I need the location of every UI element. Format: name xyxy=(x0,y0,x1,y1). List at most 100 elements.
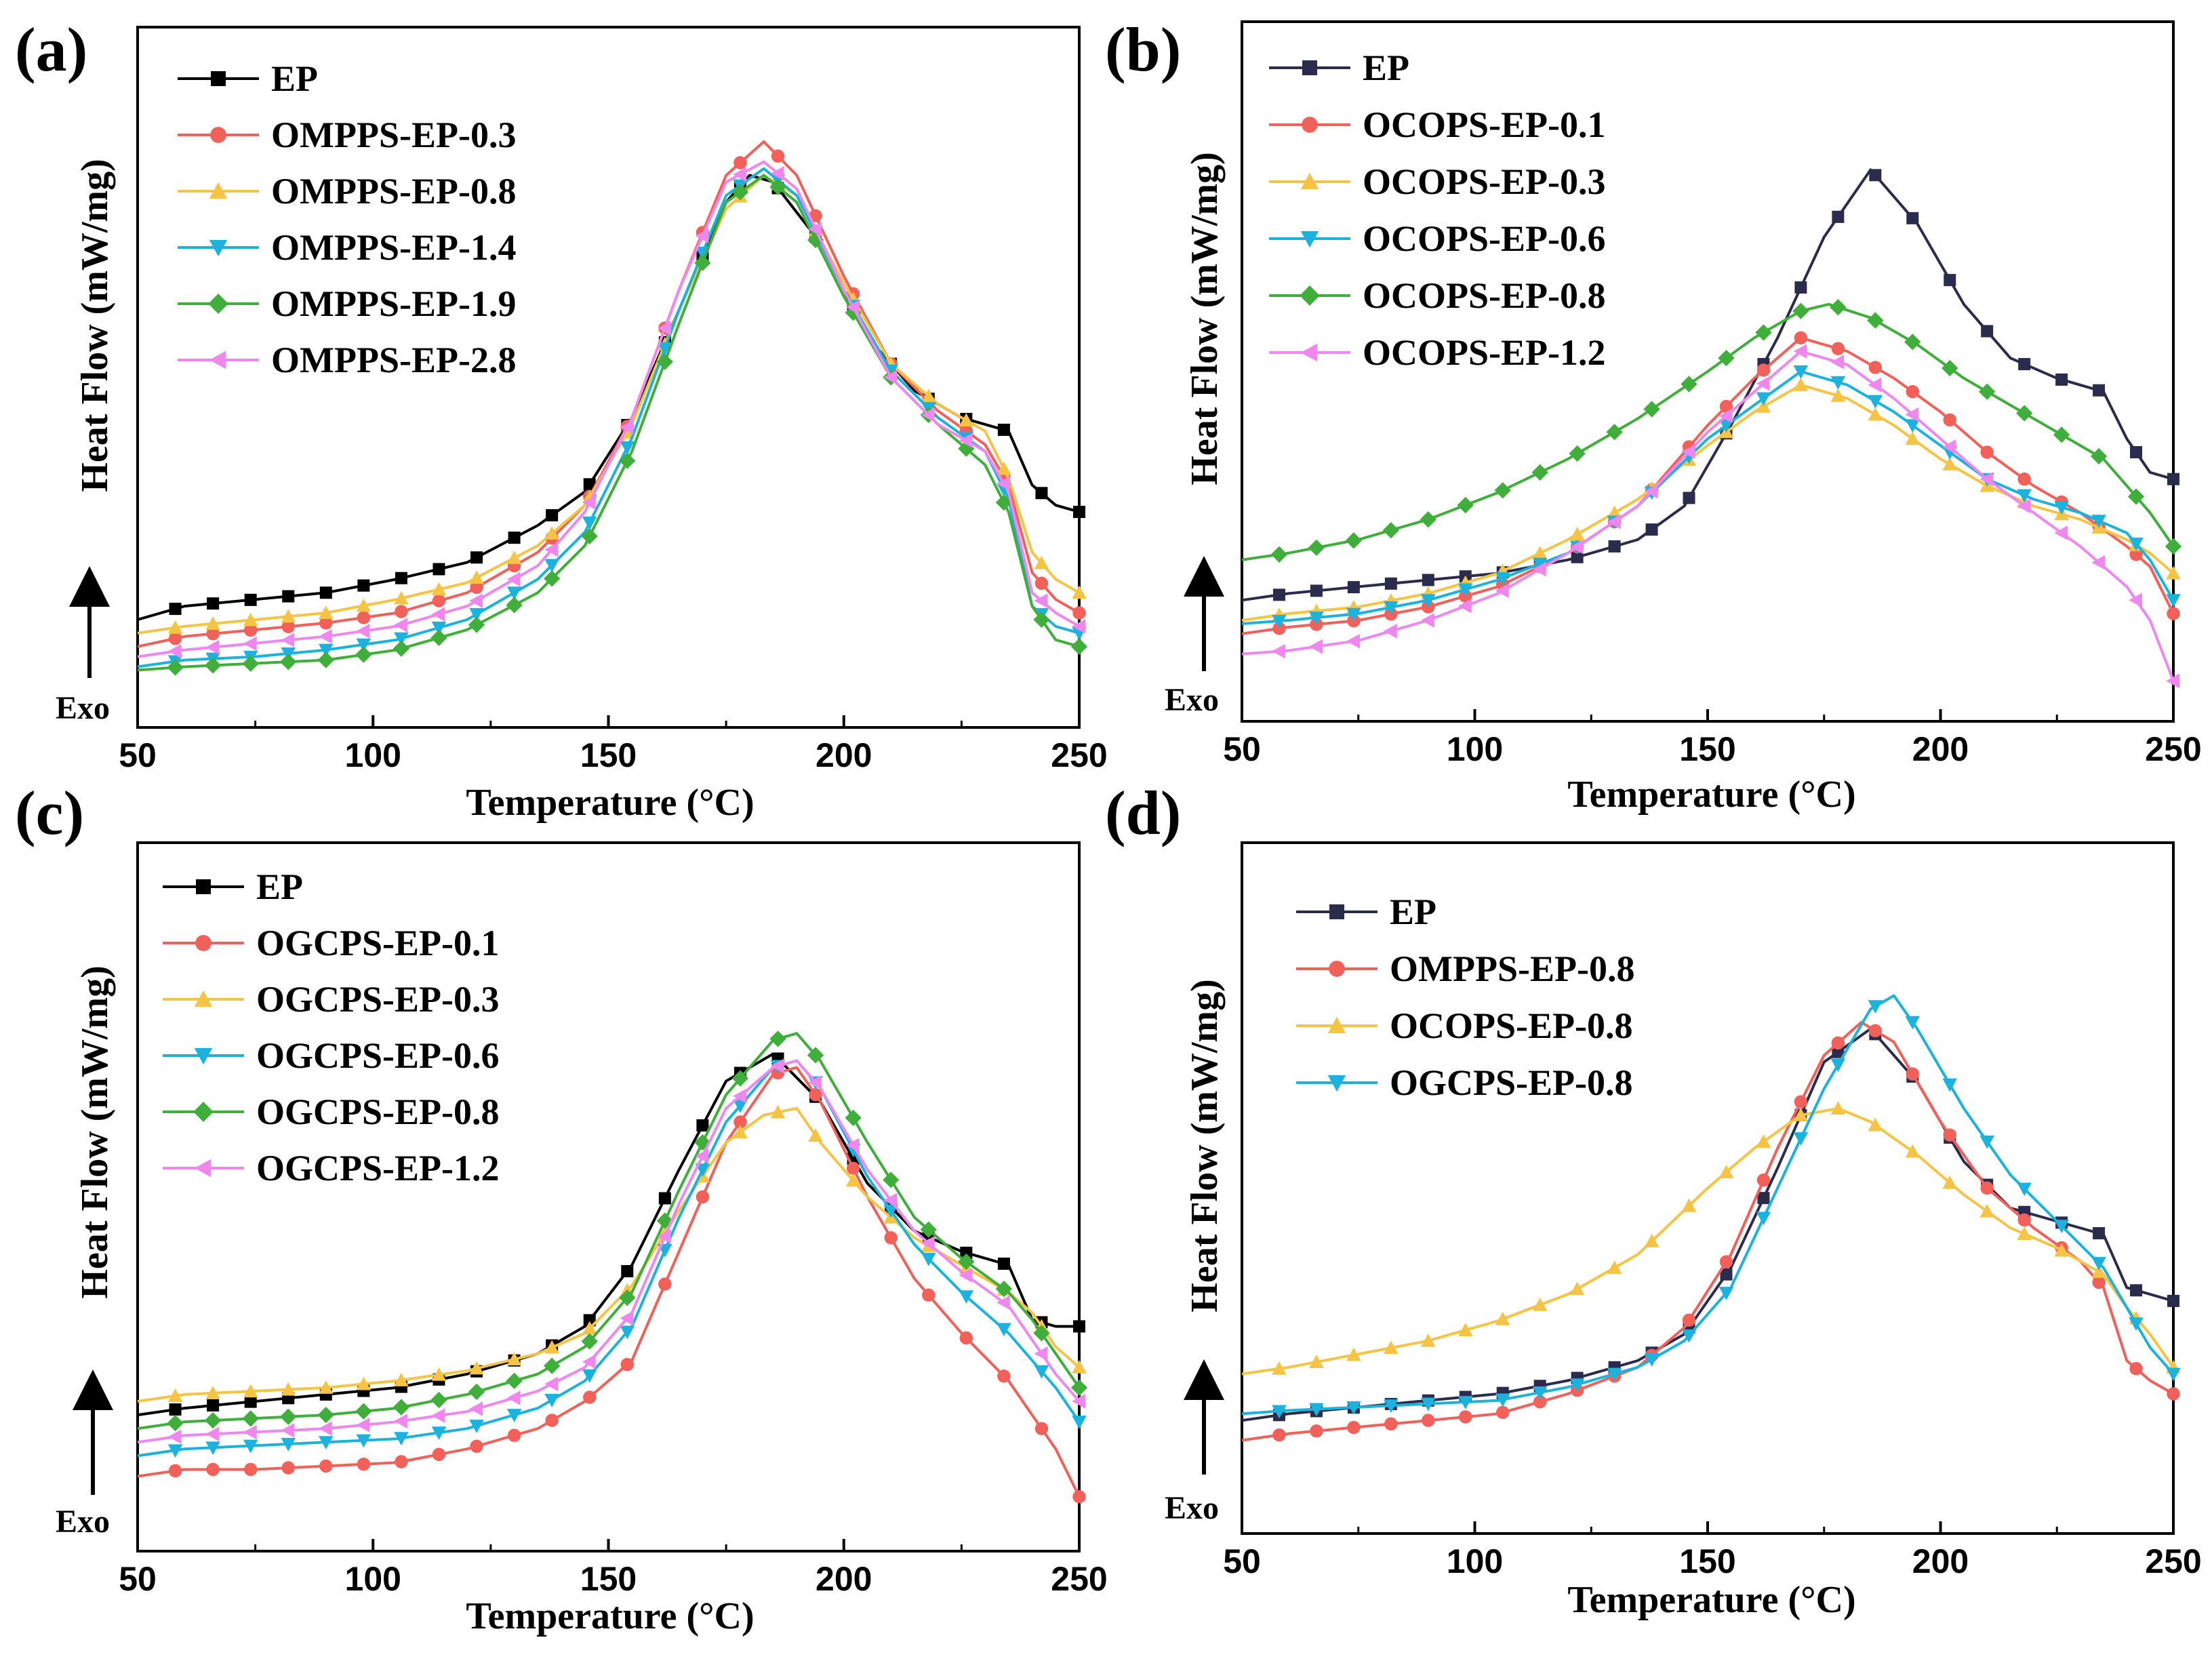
data-point xyxy=(281,1437,296,1451)
data-point xyxy=(1034,593,1048,608)
data-point xyxy=(319,1436,334,1450)
data-point xyxy=(958,440,975,457)
legend-marker xyxy=(1300,285,1320,306)
panel-label: (c) xyxy=(15,778,84,847)
chart-panel-b: (b) Heat Flow (mW/mg) Temperature (°C) E… xyxy=(1105,15,2202,816)
data-point xyxy=(1867,312,1884,329)
data-point xyxy=(506,550,522,564)
data-point xyxy=(658,342,672,356)
data-point xyxy=(205,1441,220,1456)
data-point xyxy=(2129,1362,2143,1376)
data-point xyxy=(1755,324,1772,341)
data-point xyxy=(1346,633,1360,649)
data-point xyxy=(1421,613,1434,628)
data-point xyxy=(1756,1174,1771,1187)
exo-label: Exo xyxy=(1165,1490,1219,1526)
data-point xyxy=(1981,325,1994,338)
data-point xyxy=(470,580,483,595)
data-point xyxy=(1718,350,1735,367)
data-point xyxy=(1757,1192,1770,1205)
data-point xyxy=(1272,643,1285,659)
data-point xyxy=(2165,538,2182,555)
x-tick-label: 200 xyxy=(1912,730,1969,768)
data-point xyxy=(506,1352,522,1366)
data-point xyxy=(582,1321,597,1335)
data-point xyxy=(394,1432,409,1446)
data-point xyxy=(206,627,220,641)
x-tick-label: 150 xyxy=(1679,730,1735,768)
legend-marker xyxy=(1329,961,1345,977)
data-point xyxy=(582,1369,597,1383)
x-tick-label: 250 xyxy=(2145,1542,2201,1580)
x-tick-label: 250 xyxy=(2145,730,2201,768)
data-point xyxy=(582,516,597,530)
data-point xyxy=(1681,376,1697,393)
data-point xyxy=(1034,1422,1049,1435)
data-point xyxy=(356,1434,371,1448)
data-point xyxy=(167,1415,184,1432)
data-point xyxy=(1644,1234,1660,1247)
data-point xyxy=(2017,498,2031,514)
data-point xyxy=(1607,1260,1622,1274)
series-line xyxy=(137,1059,1081,1444)
legend-marker xyxy=(194,1159,211,1178)
series-line xyxy=(137,160,1080,658)
data-point xyxy=(1869,169,1882,182)
data-point xyxy=(1906,385,1919,399)
data-point xyxy=(168,1464,182,1478)
data-point xyxy=(2129,1317,2144,1331)
x-tick-label: 250 xyxy=(1051,736,1107,774)
data-point xyxy=(1309,612,1324,625)
data-point xyxy=(1033,611,1050,628)
data-point xyxy=(1346,607,1361,622)
data-point xyxy=(1718,1165,1734,1179)
data-point xyxy=(1904,334,1921,350)
data-point xyxy=(1830,355,1845,369)
data-point xyxy=(1681,1329,1697,1343)
data-point xyxy=(1868,395,1883,409)
data-point xyxy=(206,1462,220,1477)
data-point xyxy=(506,597,523,614)
data-point xyxy=(2167,1387,2180,1401)
data-point xyxy=(696,1190,710,1204)
series-line xyxy=(137,1032,1081,1430)
data-point xyxy=(733,1115,747,1129)
data-point xyxy=(1942,1175,1958,1189)
data-point xyxy=(280,654,297,670)
data-point xyxy=(545,1414,559,1427)
x-tick-label: 100 xyxy=(345,736,401,774)
data-point xyxy=(658,1277,672,1291)
data-point xyxy=(2017,1182,2032,1197)
data-point xyxy=(1421,1333,1436,1347)
data-point xyxy=(469,1401,483,1416)
data-point xyxy=(845,304,862,321)
data-point xyxy=(356,598,371,612)
series-line xyxy=(1241,336,2175,635)
data-point xyxy=(243,1439,258,1454)
data-point xyxy=(960,1246,973,1259)
data-point xyxy=(506,1409,522,1422)
data-point xyxy=(2017,473,2031,486)
data-point xyxy=(1793,365,1809,379)
data-point xyxy=(883,369,898,385)
data-point xyxy=(2093,1227,2106,1240)
legend-marker xyxy=(209,350,226,369)
data-point xyxy=(1309,639,1323,654)
data-point xyxy=(205,616,220,630)
data-point xyxy=(544,1340,559,1354)
data-point xyxy=(1459,1410,1472,1424)
data-point xyxy=(808,1128,823,1142)
data-point xyxy=(2167,473,2179,485)
data-point xyxy=(1905,1144,1921,1158)
data-point xyxy=(1793,378,1809,391)
legend-marker xyxy=(195,935,212,951)
data-point xyxy=(1345,532,1363,549)
data-point xyxy=(1831,342,1845,355)
x-tick-label: 150 xyxy=(580,1560,637,1598)
data-point xyxy=(1607,505,1622,519)
data-point xyxy=(319,629,332,644)
data-point xyxy=(1346,1401,1361,1415)
data-point xyxy=(583,478,596,491)
data-point xyxy=(1793,1132,1809,1146)
data-point xyxy=(1792,302,1809,319)
